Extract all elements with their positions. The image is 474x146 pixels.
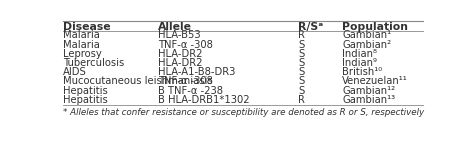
Text: Leprosy: Leprosy [63, 49, 102, 59]
Text: Hepatitis: Hepatitis [63, 95, 108, 105]
Text: R: R [298, 30, 305, 40]
Text: HLA-DR2: HLA-DR2 [158, 58, 203, 68]
Text: TNF-α -308: TNF-α -308 [158, 40, 213, 50]
Text: Population: Population [342, 22, 408, 32]
Text: S: S [298, 40, 304, 50]
Text: R: R [298, 95, 305, 105]
Text: Indian⁸: Indian⁸ [342, 49, 377, 59]
Text: HLA-B53: HLA-B53 [158, 30, 201, 40]
Text: Gambian¹: Gambian¹ [342, 30, 391, 40]
Text: Allele: Allele [158, 22, 192, 32]
Text: Indian⁹: Indian⁹ [342, 58, 377, 68]
Text: S: S [298, 58, 304, 68]
Text: Malaria: Malaria [63, 40, 100, 50]
Text: AIDS: AIDS [63, 67, 87, 77]
Text: Mucocutaneous leishmaniasis: Mucocutaneous leishmaniasis [63, 77, 212, 86]
Text: HLA-DR2: HLA-DR2 [158, 49, 203, 59]
Text: TNF-α -308: TNF-α -308 [158, 77, 213, 86]
Text: Venezuelan¹¹: Venezuelan¹¹ [342, 77, 408, 86]
Text: HLA-A1-B8-DR3: HLA-A1-B8-DR3 [158, 67, 236, 77]
Text: British¹⁰: British¹⁰ [342, 67, 383, 77]
Text: S: S [298, 67, 304, 77]
Text: Gambian¹²: Gambian¹² [342, 86, 395, 96]
Text: S: S [298, 49, 304, 59]
Text: * Alleles that confer resistance or susceptibility are denoted as R or S, respec: * Alleles that confer resistance or susc… [63, 108, 424, 117]
Text: Gambian¹³: Gambian¹³ [342, 95, 395, 105]
Text: Tuberculosis: Tuberculosis [63, 58, 124, 68]
Text: S: S [298, 77, 304, 86]
Text: S: S [298, 86, 304, 96]
Text: Hepatitis: Hepatitis [63, 86, 108, 96]
Text: R/Sᵃ: R/Sᵃ [298, 22, 323, 32]
Text: Gambian²: Gambian² [342, 40, 391, 50]
Text: B HLA-DRB1*1302: B HLA-DRB1*1302 [158, 95, 250, 105]
Text: Disease: Disease [63, 22, 110, 32]
Text: B TNF-α -238: B TNF-α -238 [158, 86, 223, 96]
Text: Malaria: Malaria [63, 30, 100, 40]
